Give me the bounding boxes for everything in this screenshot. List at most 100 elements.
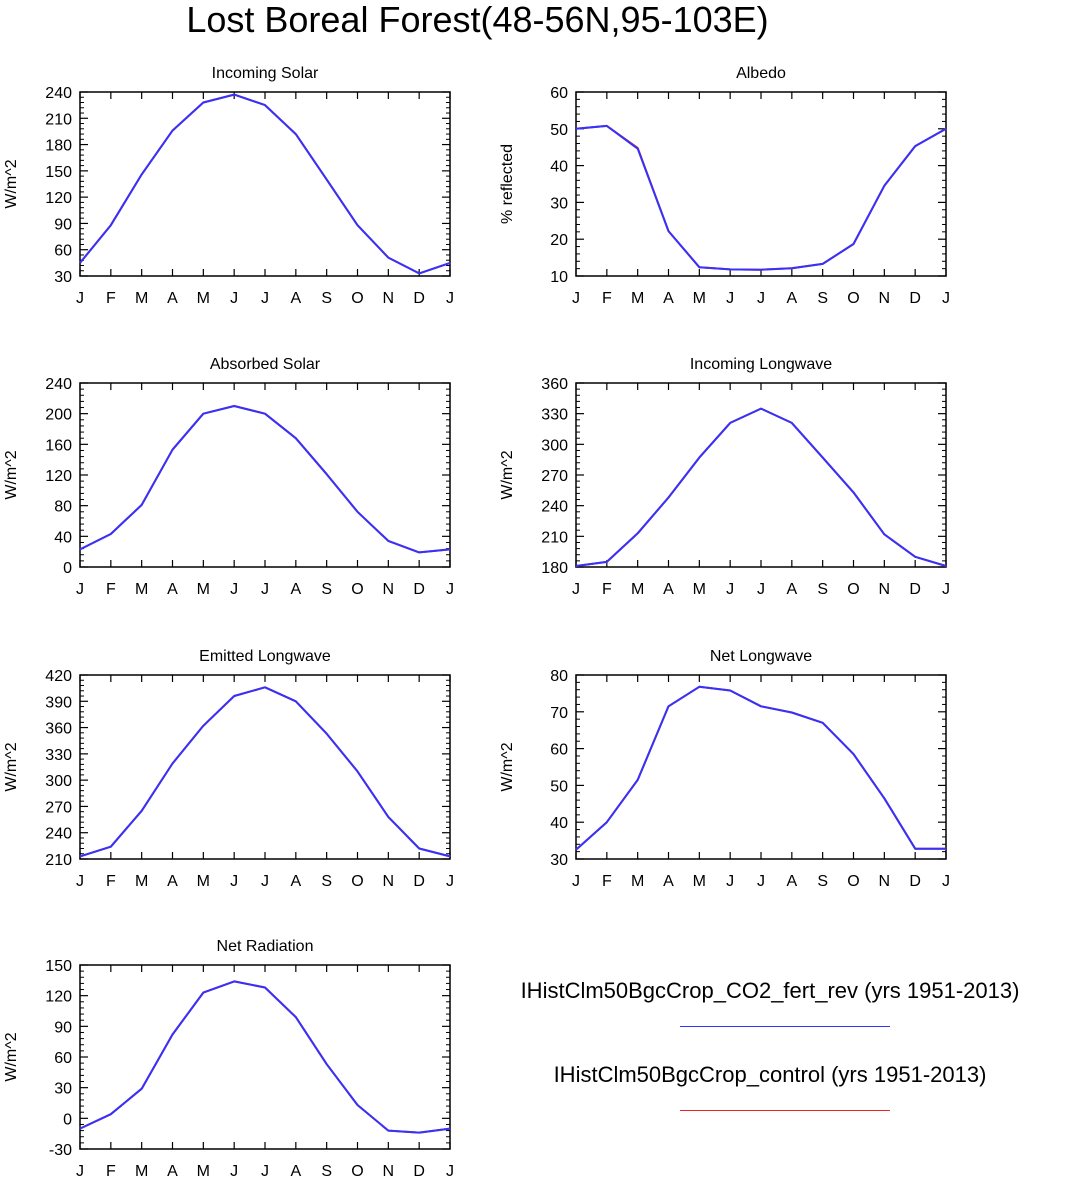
x-tick-label: S	[321, 290, 332, 307]
x-tick-label: M	[631, 290, 644, 307]
panel-title: Incoming Longwave	[690, 356, 832, 373]
x-tick-label: A	[786, 873, 797, 890]
x-tick-label: F	[602, 873, 612, 890]
x-tick-label: F	[602, 290, 612, 307]
y-tick-label: 30	[54, 269, 72, 286]
y-tick-label: 80	[54, 499, 72, 516]
x-tick-label: A	[167, 581, 178, 598]
x-tick-label: F	[106, 581, 116, 598]
x-tick-label: D	[909, 290, 921, 307]
x-tick-label: A	[663, 290, 674, 307]
x-tick-label: M	[197, 581, 210, 598]
legend: IHistClm50BgcCrop_CO2_fert_rev (yrs 1951…	[490, 978, 1050, 1146]
plot-frame	[79, 964, 451, 1150]
x-tick-label: D	[413, 873, 425, 890]
x-tick-label: A	[290, 873, 301, 890]
series-line-control	[575, 685, 946, 851]
y-tick-label: 30	[550, 195, 568, 212]
legend-entry-co2-fert-rev: IHistClm50BgcCrop_CO2_fert_rev (yrs 1951…	[490, 978, 1050, 1062]
x-tick-label: J	[446, 873, 454, 890]
x-tick-label: O	[351, 1163, 363, 1180]
y-tick-label: 270	[541, 468, 568, 485]
x-tick-label: A	[290, 290, 301, 307]
x-tick-label: J	[757, 581, 765, 598]
series-line-co2-fert-rev	[575, 124, 947, 271]
x-tick-label: S	[321, 581, 332, 598]
y-tick-label: 0	[63, 560, 72, 577]
y-tick-label: 70	[550, 705, 568, 722]
y-axis-label: W/m^2	[499, 742, 516, 791]
y-tick-label: 150	[45, 958, 72, 975]
x-tick-label: N	[383, 873, 395, 890]
y-tick-label: 90	[54, 1019, 72, 1036]
y-tick-label: 160	[45, 437, 72, 454]
y-tick-label: 90	[54, 216, 72, 233]
x-tick-label: J	[76, 1163, 84, 1180]
y-tick-label: 120	[45, 468, 72, 485]
x-tick-label: J	[572, 581, 580, 598]
x-tick-label: A	[167, 873, 178, 890]
y-tick-label: 420	[45, 668, 72, 685]
legend-label-co2-fert-rev: IHistClm50BgcCrop_CO2_fert_rev (yrs 1951…	[520, 978, 1020, 1003]
series-line-co2-fert-rev	[575, 407, 947, 567]
series-line-control	[79, 405, 451, 554]
y-tick-label: 240	[45, 826, 72, 843]
y-tick-label: 40	[550, 159, 568, 176]
x-tick-label: F	[106, 1163, 116, 1180]
y-tick-label: 150	[45, 164, 72, 181]
y-tick-label: -30	[49, 1142, 72, 1159]
x-tick-label: N	[879, 873, 891, 890]
y-tick-label: 30	[54, 1081, 72, 1098]
x-tick-label: M	[135, 581, 148, 598]
series-line-control	[575, 124, 947, 271]
x-tick-label: S	[321, 1163, 332, 1180]
y-axis-label: W/m^2	[3, 450, 20, 499]
x-tick-label: A	[663, 581, 674, 598]
y-tick-label: 390	[45, 694, 72, 711]
x-tick-label: O	[351, 290, 363, 307]
y-tick-label: 240	[45, 376, 72, 393]
y-tick-label: 60	[54, 1050, 72, 1067]
x-tick-label: M	[135, 290, 148, 307]
x-tick-label: A	[167, 290, 178, 307]
x-tick-label: D	[413, 1163, 425, 1180]
panel-title: Incoming Solar	[212, 65, 319, 82]
x-tick-label: O	[351, 581, 363, 598]
x-tick-label: J	[942, 290, 950, 307]
panel-title: Emitted Longwave	[199, 648, 331, 665]
x-tick-label: J	[446, 581, 454, 598]
x-tick-label: M	[135, 873, 148, 890]
y-axis-label: W/m^2	[499, 450, 516, 499]
series-line-co2-fert-rev	[79, 93, 451, 275]
y-tick-label: 200	[45, 407, 72, 424]
x-tick-label: F	[602, 581, 612, 598]
y-tick-label: 10	[550, 269, 568, 286]
x-tick-label: J	[230, 290, 238, 307]
x-tick-label: J	[942, 581, 950, 598]
x-tick-label: J	[76, 581, 84, 598]
x-tick-label: A	[786, 290, 797, 307]
x-tick-label: M	[631, 581, 644, 598]
x-tick-label: O	[847, 873, 859, 890]
series-line-control	[575, 407, 947, 567]
x-tick-label: O	[351, 873, 363, 890]
x-tick-label: J	[261, 1163, 269, 1180]
y-tick-label: 120	[45, 190, 72, 207]
y-tick-label: 0	[63, 1111, 72, 1128]
x-tick-label: J	[230, 581, 238, 598]
y-tick-label: 60	[54, 243, 72, 260]
x-tick-label: M	[197, 873, 210, 890]
x-tick-label: S	[817, 873, 828, 890]
series-line-control	[79, 980, 451, 1134]
y-tick-label: 80	[550, 668, 568, 685]
y-axis-label: W/m^2	[3, 159, 20, 208]
x-tick-label: S	[321, 873, 332, 890]
y-tick-label: 360	[45, 721, 72, 738]
y-tick-label: 120	[45, 989, 72, 1006]
y-tick-label: 20	[550, 232, 568, 249]
x-tick-label: J	[230, 873, 238, 890]
x-tick-label: D	[909, 873, 921, 890]
plot-frame	[79, 382, 451, 568]
